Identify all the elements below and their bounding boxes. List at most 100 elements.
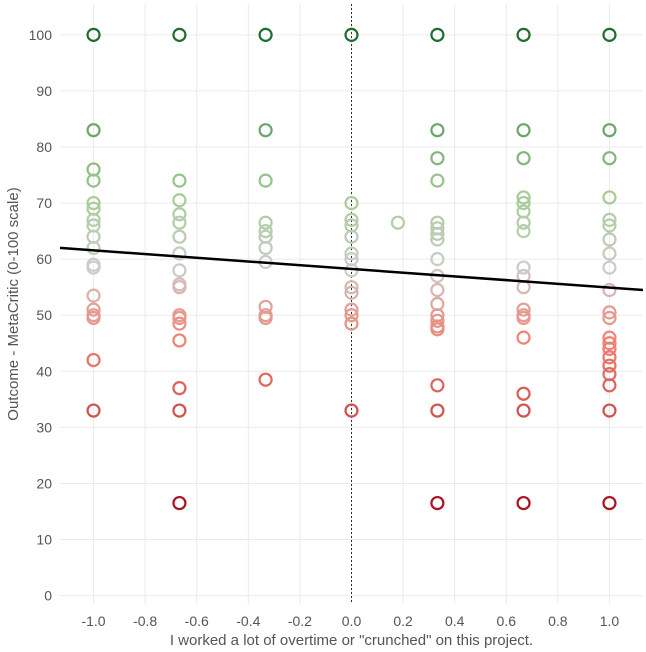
x-tick-label: -1.0: [81, 613, 105, 629]
y-tick-label: 30: [36, 419, 52, 435]
x-axis-title: I worked a lot of overtime or "crunched"…: [170, 632, 533, 649]
data-point: [172, 173, 187, 188]
y-tick-label: 20: [36, 475, 52, 491]
y-tick-label: 70: [36, 195, 52, 211]
data-point: [172, 381, 187, 396]
data-point: [602, 27, 617, 42]
data-point: [86, 212, 101, 227]
data-point: [344, 302, 359, 317]
data-point: [86, 240, 101, 256]
data-point: [602, 341, 617, 356]
data-point: [172, 229, 187, 244]
data-point: [602, 305, 617, 320]
data-point: [86, 260, 101, 275]
data-point: [258, 372, 273, 387]
data-point: [430, 378, 445, 393]
data-point: [344, 195, 359, 211]
data-point: [86, 195, 101, 211]
data-point: [172, 263, 187, 278]
data-point: [602, 350, 617, 365]
y-axis-title: Outcome - MetaCritic (0-100 scale): [5, 187, 22, 420]
data-point: [602, 495, 617, 511]
data-point: [602, 190, 617, 205]
data-point: [86, 403, 101, 418]
data-point: [602, 212, 617, 227]
y-tick-label: 0: [44, 588, 52, 604]
x-axis-ticks: -1.0 -0.8 -0.6 -0.4 -0.2 0.0 0.2 0.4 0.6 0.8 1.0: [81, 613, 619, 629]
data-point: [516, 302, 531, 317]
data-point: [516, 190, 531, 205]
data-point: [602, 218, 617, 233]
x-tick-label: 1.0: [600, 613, 620, 629]
data-point: [344, 308, 359, 323]
data-point: [344, 280, 359, 295]
data-point: [172, 316, 187, 331]
data-point: [172, 333, 187, 348]
data-point: [602, 378, 617, 393]
data-point: [602, 282, 617, 298]
data-point: [516, 27, 531, 42]
data-point: [86, 302, 101, 317]
data-point: [516, 215, 531, 230]
data-point: [258, 173, 273, 188]
data-point: [430, 123, 445, 138]
data-point: [430, 322, 445, 337]
data-point: [430, 27, 445, 42]
data-point: [344, 212, 359, 227]
x-tick-label: 0.0: [342, 613, 362, 629]
data-point: [516, 224, 531, 239]
x-tick-label: 0.4: [445, 613, 465, 629]
data-point: [602, 260, 617, 275]
x-tick-label: -0.6: [185, 613, 209, 629]
data-point: [172, 495, 187, 511]
y-tick-label: 90: [36, 83, 52, 99]
data-point: [258, 123, 273, 138]
data-point: [258, 224, 273, 239]
data-point: [172, 310, 187, 326]
data-point: [430, 226, 445, 242]
data-point: [602, 232, 617, 247]
y-tick-label: 100: [29, 27, 53, 43]
data-point: [86, 310, 101, 326]
data-point: [516, 260, 531, 275]
data-point: [172, 246, 187, 261]
x-tick-label: 0.6: [497, 613, 517, 629]
data-point: [516, 386, 531, 401]
data-point: [602, 336, 617, 351]
data-point: [516, 403, 531, 418]
data-point: [430, 403, 445, 418]
data-point: [172, 207, 187, 222]
data-point: [516, 330, 531, 345]
data-point: [516, 310, 531, 326]
x-tick-label: -0.8: [133, 613, 157, 629]
data-point: [344, 285, 359, 300]
data-point: [86, 123, 101, 138]
data-point: [86, 173, 101, 188]
data-points: [86, 27, 617, 511]
data-point: [86, 27, 101, 42]
data-point: [516, 195, 531, 211]
y-tick-label: 10: [36, 532, 52, 548]
data-point: [430, 313, 445, 328]
data-point: [172, 193, 187, 208]
data-point: [430, 151, 445, 166]
data-point: [344, 403, 359, 418]
data-point: [172, 27, 187, 42]
data-point: [602, 403, 617, 418]
data-point: [602, 123, 617, 138]
data-point: [516, 151, 531, 166]
x-tick-label: 0.8: [548, 613, 568, 629]
data-point: [390, 215, 406, 230]
data-point: [602, 310, 617, 326]
x-tick-label: -0.4: [236, 613, 260, 629]
data-point: [602, 151, 617, 166]
data-point: [172, 280, 187, 295]
y-tick-label: 80: [36, 139, 52, 155]
data-point: [430, 173, 445, 188]
data-point: [430, 252, 445, 267]
data-point: [430, 282, 445, 298]
data-point: [258, 310, 273, 326]
y-axis-ticks: 0 10 20 30 40 50 60 70 80 90 100: [29, 27, 53, 604]
data-point: [258, 240, 273, 256]
